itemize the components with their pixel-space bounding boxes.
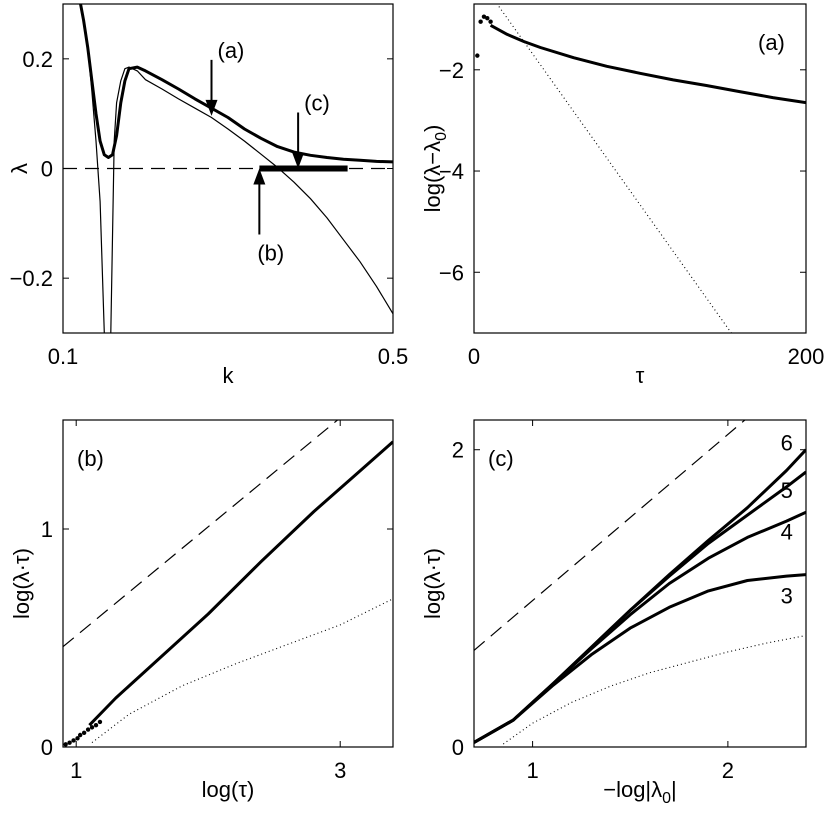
series-lower-branch-left xyxy=(79,4,105,333)
data-point xyxy=(71,738,76,743)
x-axis-label-main: log(τ) xyxy=(202,777,255,802)
panel-a: 0.1 0.5 −0.2 0 0.2 k λ (a) (c) (b) xyxy=(7,3,409,388)
x-tick-label: 200 xyxy=(788,344,825,369)
panel-label: (c) xyxy=(488,446,514,471)
data-point xyxy=(89,725,95,730)
y-axis-label: λ xyxy=(7,163,32,174)
series-6 xyxy=(474,448,806,744)
plot-area xyxy=(474,420,806,745)
series-numerical xyxy=(88,440,393,727)
y-tick-label: 0 xyxy=(452,735,464,760)
x-axis-label: −log|λ0| xyxy=(603,777,677,807)
series-numerical xyxy=(489,23,806,105)
y-tick-label: −6 xyxy=(439,260,464,285)
curve-label-5: 5 xyxy=(781,478,793,503)
series-upper-branch xyxy=(79,4,393,164)
data-point xyxy=(481,14,487,19)
plot-area xyxy=(475,6,806,333)
x-tick-label: 0 xyxy=(468,344,480,369)
data-point xyxy=(97,719,103,725)
y-tick-label: 0 xyxy=(41,157,53,182)
curve-label-6: 6 xyxy=(781,430,793,455)
x-tick-label: 1 xyxy=(70,758,82,783)
arrow-head xyxy=(205,99,218,116)
axes-frame xyxy=(473,419,807,748)
series-initial-points xyxy=(475,14,493,58)
x-axis-label-main: k xyxy=(223,363,235,388)
y-tick-label: 2 xyxy=(452,438,464,463)
data-point xyxy=(475,53,480,58)
series-reference xyxy=(498,6,732,333)
annotation-label: (a) xyxy=(218,38,245,63)
series-reference xyxy=(91,598,393,744)
annotation-label: (b) xyxy=(257,241,284,266)
data-point xyxy=(77,732,83,738)
y-axis-label: log(λ·τ) xyxy=(420,548,445,619)
series-4 xyxy=(474,510,806,744)
x-tick-label: 1 xyxy=(526,758,538,783)
axes-frame xyxy=(473,3,807,334)
series-asymptote xyxy=(474,420,746,651)
annotation-label: (c) xyxy=(304,91,330,116)
y-tick-label: 0 xyxy=(41,735,53,760)
axes-frame xyxy=(62,419,394,748)
x-axis-label-main: τ xyxy=(636,363,645,388)
data-point xyxy=(67,740,72,745)
y-tick-label: −4 xyxy=(439,159,464,184)
plot-area xyxy=(63,4,393,333)
data-point xyxy=(85,727,91,732)
series-initial-points xyxy=(63,719,103,747)
data-point xyxy=(75,736,80,741)
y-tick-label: 1 xyxy=(41,517,53,542)
y-tick-label: −0.2 xyxy=(10,266,53,291)
y-tick-label: 0.2 xyxy=(22,47,53,72)
panel-label: (a) xyxy=(758,30,785,55)
x-axis-label: τ xyxy=(636,363,645,388)
curve-label-3: 3 xyxy=(781,583,793,608)
data-point xyxy=(93,723,99,728)
x-tick-label: 0.5 xyxy=(378,344,409,369)
x-axis-label: k xyxy=(223,363,235,388)
annotation-b: (b) xyxy=(253,168,284,266)
data-point xyxy=(488,19,493,24)
series-lower-branch-right xyxy=(110,66,393,333)
series-3 xyxy=(474,573,806,744)
data-point xyxy=(478,19,483,24)
x-axis-label-end: | xyxy=(671,777,677,802)
data-point xyxy=(63,742,68,747)
arrow-head xyxy=(253,168,266,185)
x-tick-label: 0.1 xyxy=(48,344,79,369)
y-axis-label-main: log(λ·τ) xyxy=(9,548,34,619)
curve-label-4: 4 xyxy=(781,519,793,544)
y-axis-label-main: λ xyxy=(7,163,32,174)
plot-area xyxy=(63,420,393,747)
x-axis-label-sub: 0 xyxy=(662,790,671,807)
y-axis-label-end: ) xyxy=(420,125,445,132)
x-axis-label-main: −log|λ xyxy=(603,777,662,802)
x-axis-label: log(τ) xyxy=(202,777,255,802)
y-axis-label: log(λ−λ0) xyxy=(420,125,450,213)
y-axis-label: log(λ·τ) xyxy=(9,548,34,619)
y-tick-label: −2 xyxy=(439,58,464,83)
series-asymptote xyxy=(63,420,339,648)
annotation-a: (a) xyxy=(205,38,245,116)
panel-label: (b) xyxy=(77,446,104,471)
y-axis-label-main: log(λ−λ xyxy=(420,141,445,213)
data-point xyxy=(81,730,87,736)
arrow-head xyxy=(292,152,305,169)
y-axis-label-main: log(λ·τ) xyxy=(420,548,445,619)
annotation-c: (c) xyxy=(292,91,330,169)
x-tick-label: 2 xyxy=(722,758,734,783)
y-axis-label-sub: 0 xyxy=(433,132,450,141)
data-point xyxy=(485,15,490,21)
x-tick-label: 3 xyxy=(334,758,346,783)
